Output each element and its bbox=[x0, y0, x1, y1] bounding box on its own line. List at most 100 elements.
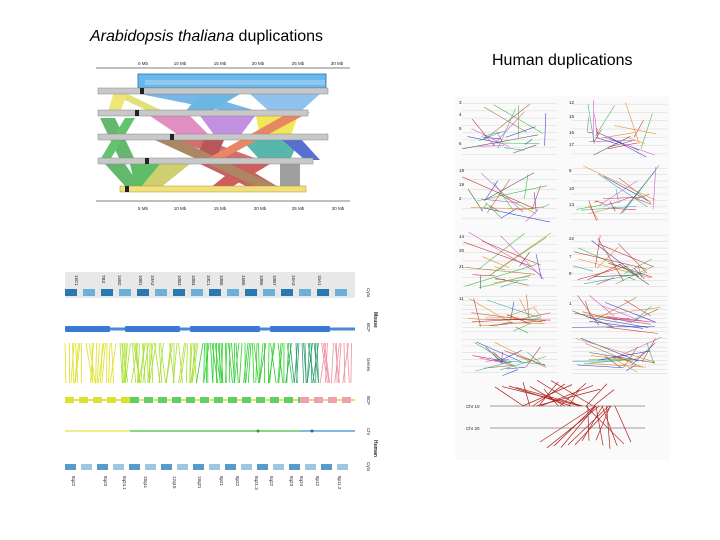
gene-line bbox=[312, 342, 319, 384]
duplication-line bbox=[463, 241, 530, 267]
duplication-line bbox=[464, 264, 537, 287]
duplication-line bbox=[493, 275, 530, 284]
cyto-band bbox=[209, 289, 221, 296]
duplication-line bbox=[497, 108, 516, 149]
duplication-line bbox=[515, 326, 529, 334]
cyto-band bbox=[81, 464, 92, 470]
duplication-line bbox=[598, 243, 653, 267]
cyto-band bbox=[209, 464, 220, 470]
gene-line bbox=[268, 342, 276, 384]
cyto-label: 10B7 bbox=[272, 275, 277, 286]
cyto-band bbox=[191, 289, 203, 296]
gene-line bbox=[178, 342, 185, 384]
duplication-line bbox=[586, 316, 649, 328]
duplication-line bbox=[473, 298, 481, 327]
duplication-line bbox=[604, 302, 656, 323]
duplication-line bbox=[591, 240, 640, 278]
gene-line bbox=[313, 342, 319, 384]
duplication-line bbox=[500, 321, 513, 325]
bcf-segment bbox=[107, 397, 116, 403]
gene-line bbox=[228, 342, 233, 384]
gene-lines bbox=[64, 342, 352, 384]
centromere bbox=[145, 158, 149, 164]
fan-line bbox=[538, 381, 559, 407]
gene-line bbox=[74, 342, 81, 384]
fan-line bbox=[543, 388, 559, 407]
bcf-segment bbox=[328, 397, 337, 403]
duplication-line bbox=[589, 295, 615, 317]
chromosome-bar bbox=[119, 185, 307, 193]
gene-line bbox=[258, 342, 260, 384]
gene-line bbox=[124, 342, 131, 384]
bottom-fan bbox=[494, 379, 632, 449]
duplication-line bbox=[502, 369, 519, 376]
gene-line bbox=[165, 342, 172, 384]
gene-line bbox=[337, 342, 342, 384]
duplication-line bbox=[589, 320, 644, 329]
duplication-line bbox=[525, 209, 539, 222]
gene-line bbox=[151, 342, 154, 384]
duplication-line bbox=[504, 350, 546, 366]
cyto-band bbox=[193, 464, 204, 470]
cyto-label: 16A3 bbox=[291, 275, 296, 286]
plot-label: 5 bbox=[459, 126, 462, 131]
duplication-line bbox=[578, 247, 637, 275]
cyto-band bbox=[257, 464, 268, 470]
duplication-line bbox=[599, 180, 638, 206]
cyto-band bbox=[225, 464, 236, 470]
duplication-line bbox=[513, 323, 530, 332]
duplication-line bbox=[541, 203, 550, 209]
cyto-label: 10B6 bbox=[259, 275, 264, 286]
duplication-line bbox=[583, 165, 656, 201]
duplication-line bbox=[505, 126, 536, 138]
duplication-line bbox=[506, 306, 537, 317]
chromosome-band bbox=[145, 80, 325, 85]
duplication-line bbox=[476, 341, 523, 363]
duplication-line bbox=[487, 299, 542, 319]
duplication-line bbox=[588, 200, 597, 221]
plot-label: 9 bbox=[569, 271, 572, 276]
gene-line bbox=[85, 342, 93, 384]
chr-label: Chr 10 bbox=[466, 404, 480, 409]
cyto-band bbox=[155, 289, 167, 296]
duplication-line bbox=[468, 298, 511, 323]
duplication-line bbox=[596, 131, 640, 151]
cyto-label: 12q15 bbox=[172, 476, 177, 489]
row-label: Cyto bbox=[366, 462, 371, 472]
fan-line bbox=[587, 405, 590, 441]
duplication-line bbox=[492, 359, 546, 365]
duplication-line bbox=[652, 166, 657, 210]
gene-line bbox=[148, 342, 157, 384]
duplication-line bbox=[481, 240, 541, 266]
gene-line bbox=[330, 342, 334, 384]
fan-line bbox=[515, 387, 583, 407]
duplication-line bbox=[637, 265, 642, 278]
bcf-segment bbox=[270, 397, 279, 403]
duplication-line bbox=[482, 256, 510, 269]
row-label: BCF bbox=[366, 323, 371, 332]
duplication-line bbox=[472, 274, 496, 277]
cyto-band bbox=[145, 464, 156, 470]
plot-label: 10 bbox=[569, 186, 575, 191]
duplication-ribbons bbox=[100, 88, 320, 188]
row-label: BCF bbox=[366, 396, 371, 405]
gene-line bbox=[130, 342, 139, 384]
gene-line bbox=[301, 342, 305, 384]
duplication-line bbox=[505, 322, 545, 324]
duplication-line bbox=[533, 192, 537, 211]
bcf-segment bbox=[300, 397, 309, 403]
duplication-line bbox=[625, 102, 640, 144]
cyto-label: 8q22 bbox=[71, 476, 76, 487]
gene-line bbox=[293, 342, 298, 384]
duplication-line bbox=[576, 338, 656, 363]
duplication-line bbox=[626, 364, 637, 372]
bottom-tick-label: 30 Mb bbox=[332, 206, 345, 211]
plot-label: 17 bbox=[569, 142, 575, 147]
cyto-band bbox=[321, 464, 332, 470]
bcf-segment bbox=[121, 397, 130, 403]
duplication-line bbox=[631, 342, 656, 366]
duplication-line bbox=[478, 131, 502, 141]
duplication-line bbox=[583, 272, 646, 285]
human-cyto-labels: 8q22 8q23 8q24.1 18q11 12q15 18q21 8p21 8p22 8q2… bbox=[71, 476, 342, 490]
chr-marker bbox=[310, 429, 314, 433]
